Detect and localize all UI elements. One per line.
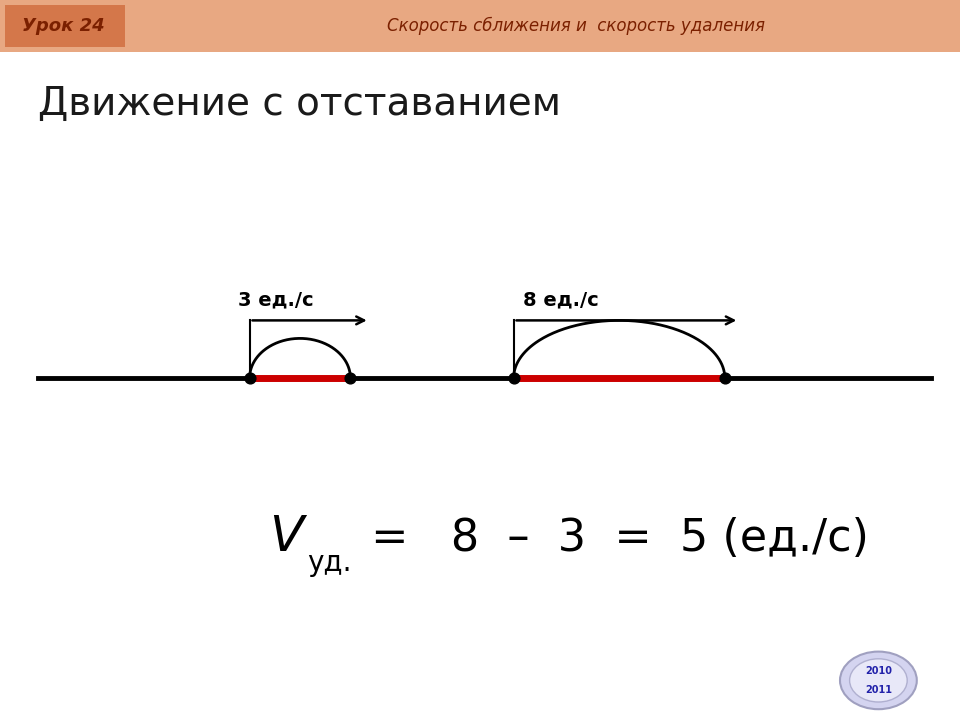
Point	[717, 372, 732, 384]
Text: Скорость сближения и  скорость удаления: Скорость сближения и скорость удаления	[387, 17, 765, 35]
Text: 2010: 2010	[865, 666, 892, 676]
Text: 8 ед./с: 8 ед./с	[523, 291, 599, 310]
Text: V: V	[269, 513, 303, 561]
Circle shape	[840, 652, 917, 709]
Bar	[0, 0, 960, 52]
Point	[242, 372, 257, 384]
Text: Движение с отставанием: Движение с отставанием	[38, 86, 562, 123]
Text: Урок 24: Урок 24	[22, 17, 105, 35]
Point	[506, 372, 521, 384]
Text: =   8  –  3  =  5 (ед./с): = 8 – 3 = 5 (ед./с)	[357, 517, 869, 560]
Text: 3 ед./с: 3 ед./с	[238, 291, 314, 310]
Text: уд.: уд.	[307, 549, 351, 577]
Text: 2011: 2011	[865, 685, 892, 695]
Point	[343, 372, 358, 384]
Circle shape	[850, 659, 907, 702]
Bar	[5, 5, 125, 47]
